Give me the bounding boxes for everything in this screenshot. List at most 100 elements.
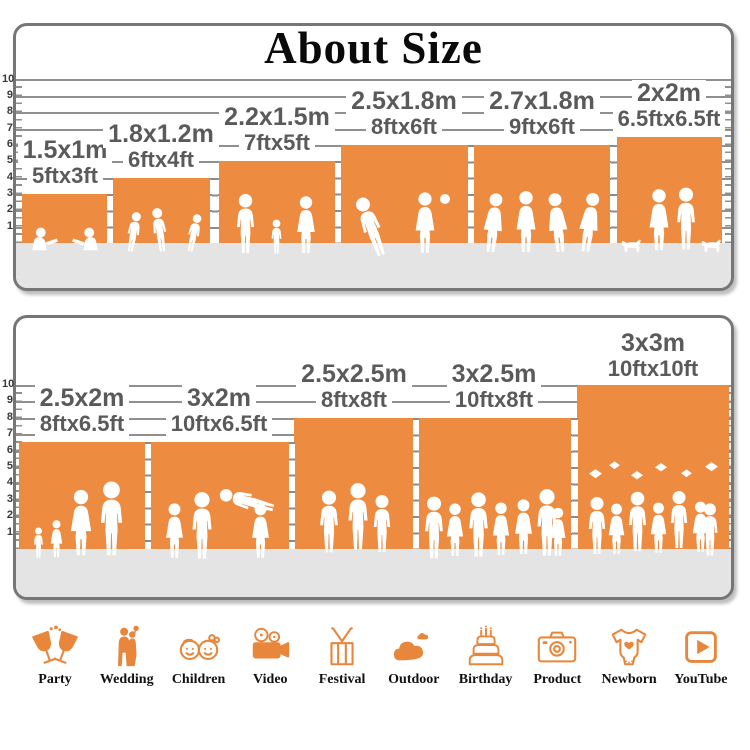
size-label: 2.5x1.8m 8ftx6ft bbox=[339, 88, 469, 139]
size-block bbox=[113, 178, 210, 253]
size-label-ft: 6ftx4ft bbox=[122, 148, 199, 172]
silhouette-children-running bbox=[124, 207, 203, 253]
size-block bbox=[341, 145, 468, 259]
size-block bbox=[577, 385, 729, 556]
size-label-ft: 6.5ftx6.5ft bbox=[612, 107, 726, 131]
block-divider bbox=[335, 161, 341, 243]
category-video: Video bbox=[239, 624, 301, 688]
size-label: 2.7x1.8m 9ftx6ft bbox=[477, 88, 607, 139]
ruler-number: 1 bbox=[6, 526, 13, 538]
category-festival: Festival bbox=[311, 624, 373, 688]
ruler-number: 5 bbox=[6, 460, 13, 472]
size-label-m: 2.5x2.5m bbox=[296, 361, 412, 388]
ruler-number: 9 bbox=[6, 394, 13, 406]
size-label-ft: 8ftx6ft bbox=[365, 115, 442, 139]
category-label: Product bbox=[533, 672, 582, 687]
category-label: Party bbox=[38, 672, 72, 687]
ruler-number: 7 bbox=[6, 427, 13, 439]
block-divider bbox=[572, 418, 578, 549]
size-label-m: 2.2x1.5m bbox=[219, 104, 335, 131]
silhouette-kids-reading bbox=[31, 227, 98, 251]
party-icon bbox=[32, 625, 78, 664]
size-label-ft: 8ftx8ft bbox=[315, 388, 392, 412]
floor bbox=[16, 549, 731, 597]
ruler-number: 9 bbox=[6, 89, 13, 101]
category-label: Wedding bbox=[99, 672, 154, 687]
block-divider bbox=[413, 418, 419, 549]
silhouette-family-four bbox=[34, 481, 123, 558]
silhouette-couple-dogs bbox=[621, 187, 721, 253]
youtube-icon bbox=[685, 631, 717, 663]
ruler-number: 2 bbox=[6, 509, 13, 521]
silhouette-dancing-girls bbox=[481, 191, 603, 253]
gridline bbox=[16, 79, 731, 81]
category-label: Video bbox=[253, 672, 288, 687]
size-label-ft: 10ftx6.5ft bbox=[165, 412, 273, 436]
ruler-number: 3 bbox=[6, 493, 13, 505]
size-label-ft: 5ftx3ft bbox=[26, 164, 103, 188]
silhouette-friends-group bbox=[424, 489, 565, 559]
category-label: Birthday bbox=[458, 672, 513, 687]
ruler-number: 7 bbox=[6, 122, 13, 134]
category-party: Party bbox=[24, 624, 86, 688]
size-label: 3x2.5m 10ftx8ft bbox=[424, 361, 564, 412]
category-label: Festival bbox=[318, 672, 366, 687]
ruler-number: 4 bbox=[6, 171, 13, 183]
size-label: 2x2m 6.5ftx6.5ft bbox=[604, 80, 734, 131]
silhouette-friends-lifting bbox=[166, 486, 276, 559]
size-block bbox=[219, 161, 335, 254]
video-icon bbox=[253, 627, 290, 659]
size-label-m: 1.8x1.2m bbox=[103, 121, 219, 148]
size-label-ft: 10ftx10ft bbox=[602, 357, 704, 381]
ruler-number: 1 bbox=[6, 220, 13, 232]
category-label: Children bbox=[171, 672, 226, 687]
category-row: Party Wedding bbox=[0, 624, 750, 688]
children-icon bbox=[179, 634, 220, 661]
category-label: YouTube bbox=[674, 672, 728, 687]
category-wedding: Wedding bbox=[96, 624, 158, 688]
size-label: 1.8x1.2m 6ftx4ft bbox=[96, 121, 226, 172]
ruler-number: 2 bbox=[6, 203, 13, 215]
size-label-ft: 8ftx6.5ft bbox=[34, 412, 130, 436]
size-label-m: 3x2m bbox=[182, 385, 256, 412]
category-youtube: YouTube bbox=[670, 624, 732, 688]
size-label: 2.5x2.5m 8ftx8ft bbox=[284, 361, 424, 412]
size-block bbox=[22, 194, 107, 251]
size-label-m: 2x2m bbox=[632, 80, 706, 107]
size-label-m: 3x2.5m bbox=[446, 361, 542, 388]
category-product: Product bbox=[526, 624, 588, 688]
category-outdoor: Outdoor bbox=[383, 624, 445, 688]
size-block bbox=[474, 145, 610, 253]
festival-icon bbox=[330, 627, 354, 666]
size-block bbox=[418, 418, 571, 559]
category-children: Children bbox=[168, 624, 230, 688]
page-title: About Size bbox=[264, 23, 483, 73]
size-label-m: 2.5x1.8m bbox=[346, 88, 462, 115]
birthday-icon bbox=[468, 625, 503, 666]
ruler-number: 6 bbox=[6, 138, 13, 150]
size-panel-top: About Size 10 9 8 7 6 5 4 3 2 1 bbox=[2, 23, 734, 291]
block-divider bbox=[145, 442, 151, 549]
ruler-number: 4 bbox=[6, 476, 13, 488]
silhouette-wedding-couple bbox=[351, 192, 450, 259]
size-block bbox=[19, 442, 145, 558]
size-label-m: 2.7x1.8m bbox=[484, 88, 600, 115]
product-icon bbox=[538, 631, 577, 663]
outdoor-icon bbox=[393, 633, 429, 661]
ruler-number: 8 bbox=[6, 411, 13, 423]
newborn-icon bbox=[611, 628, 647, 666]
ruler-number: 8 bbox=[6, 105, 13, 117]
silhouette-men-standing bbox=[319, 483, 390, 553]
category-label: Newborn bbox=[601, 672, 657, 687]
block-divider bbox=[107, 194, 113, 243]
size-label: 2.5x2m 8ftx6.5ft bbox=[12, 385, 152, 436]
block-divider bbox=[289, 442, 295, 549]
ruler-number: 5 bbox=[6, 154, 13, 166]
size-label-m: 3x3m bbox=[616, 330, 690, 357]
category-birthday: Birthday bbox=[455, 624, 517, 688]
block-divider bbox=[611, 145, 617, 243]
size-label-ft: 7ftx5ft bbox=[238, 131, 315, 155]
ruler-number: 10 bbox=[2, 73, 15, 85]
size-block bbox=[294, 418, 413, 553]
category-newborn: Newborn bbox=[598, 624, 660, 688]
